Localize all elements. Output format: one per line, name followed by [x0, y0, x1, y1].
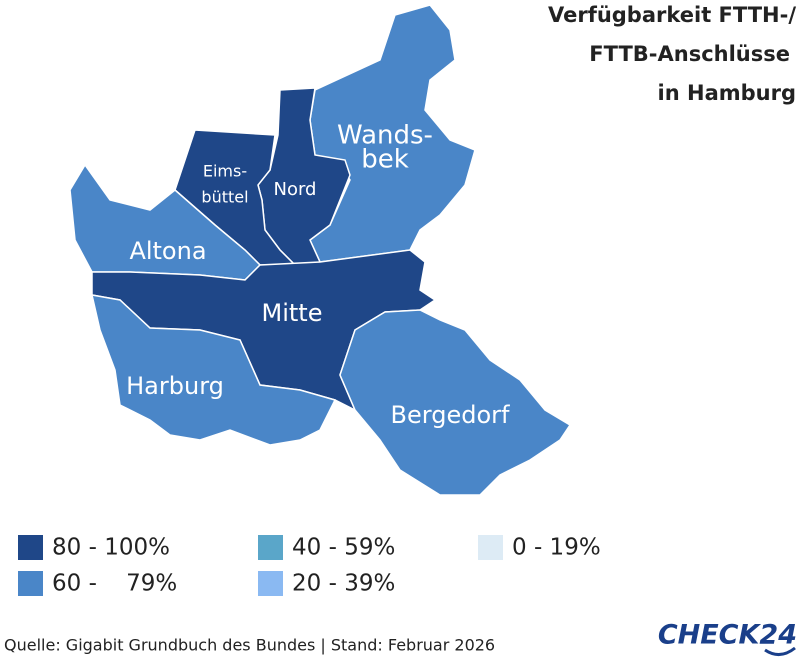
title-line: FTTB-Anschlüsse	[589, 42, 790, 66]
title-line: Verfügbarkeit FTTH-/	[548, 3, 796, 27]
legend-swatch	[18, 535, 43, 560]
district-label: Eims-	[203, 162, 247, 181]
district-label: Bergedorf	[391, 401, 510, 429]
district-label: Mitte	[262, 299, 323, 327]
title-line: in Hamburg	[658, 81, 796, 105]
district	[91, 294, 337, 446]
legend-swatch	[258, 535, 283, 560]
district-label: Wands-	[337, 121, 433, 151]
district-label: Altona	[129, 237, 206, 265]
legend-label: 40 - 59%	[292, 535, 395, 561]
legend-swatch	[258, 571, 283, 596]
legend-label: 60 - 79%	[52, 571, 177, 597]
legend-label: 0 - 19%	[512, 535, 601, 561]
regions	[69, 4, 572, 496]
logo: CHECK24	[658, 620, 797, 651]
logo-swoosh	[764, 646, 796, 656]
district-label: büttel	[201, 188, 248, 207]
labels: Wands-bek Nord Eims-büttel Altona Mitte Harbu…	[126, 121, 510, 430]
legend-swatch	[478, 535, 503, 560]
source: Quelle: Gigabit Grundbuch des Bundes | S…	[4, 636, 495, 655]
legend: 80 - 100% 60 - 79% 40 - 59% 20 - 39% 0 - 19%	[18, 535, 601, 597]
legend-swatch	[18, 571, 43, 596]
district-label: Harburg	[126, 372, 224, 400]
district-label: Nord	[274, 179, 317, 200]
district	[339, 309, 572, 496]
legend-label: 20 - 39%	[292, 571, 395, 597]
district-label: bek	[361, 145, 409, 175]
legend-label: 80 - 100%	[52, 535, 170, 561]
